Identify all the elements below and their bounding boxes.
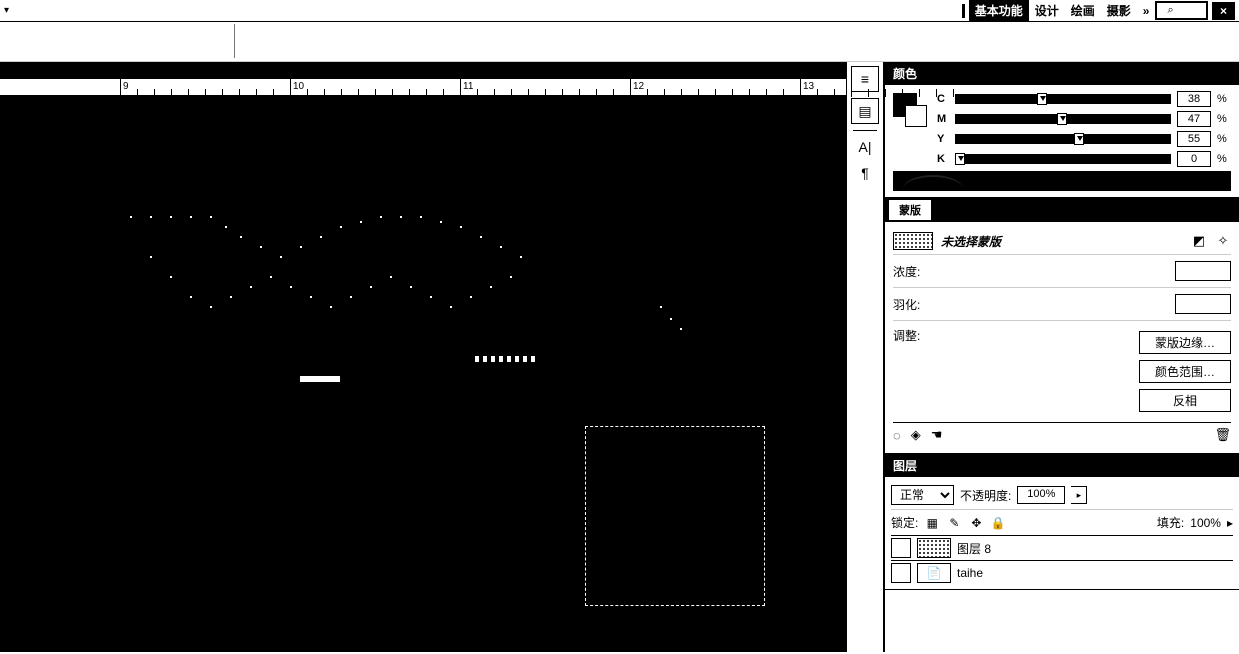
document-tab[interactable]	[0, 62, 846, 78]
channel-label: C	[937, 93, 949, 105]
color-value[interactable]: 0	[1177, 151, 1211, 167]
collapsed-panels: ≡ ▤ A| ¶	[846, 62, 884, 652]
vector-mask-icon[interactable]: ✧	[1215, 233, 1231, 249]
search-box[interactable]: ⌕	[1155, 1, 1208, 20]
color-spectrum[interactable]	[893, 171, 1231, 191]
mask-panel: 未选择蒙版 ◩ ✧ 浓度: 羽化: 调整: 蒙版边缘… 颜色范围… 反相	[885, 222, 1239, 454]
layer-name: 图层 8	[957, 540, 991, 557]
fill-input[interactable]: 100%	[1190, 516, 1221, 530]
mask-status: 未选择蒙版	[941, 233, 1001, 250]
tab-basic[interactable]: 基本功能	[969, 0, 1029, 21]
adjust-label: 调整:	[893, 327, 1139, 344]
opacity-input[interactable]: 100%	[1017, 486, 1065, 504]
lock-transparent-icon[interactable]: ▦	[924, 516, 940, 530]
color-slider[interactable]	[955, 134, 1171, 144]
fill-label: 填充:	[1157, 514, 1184, 531]
lock-move-icon[interactable]: ✥	[968, 516, 984, 530]
workspace-tabs: ▾ 基本功能 设计 绘画 摄影 » ⌕ ×	[0, 0, 1239, 22]
layer-item[interactable]: 📄 taihe	[891, 560, 1233, 585]
mask-thumbnail	[893, 232, 933, 250]
channel-label: M	[937, 113, 949, 125]
ruler-horizontal: 910111213	[0, 78, 846, 96]
visibility-toggle[interactable]	[891, 563, 911, 583]
divider	[234, 24, 235, 58]
color-value[interactable]: 55	[1177, 131, 1211, 147]
mask-delete-icon[interactable]: 🗑	[1214, 427, 1231, 443]
color-slider[interactable]	[955, 114, 1171, 124]
density-label: 浓度:	[893, 263, 1175, 280]
character-panel-icon[interactable]: A|	[851, 137, 879, 157]
background-swatch[interactable]	[905, 105, 927, 127]
canvas[interactable]	[0, 96, 846, 652]
mask-load-icon[interactable]: ◌	[893, 428, 901, 443]
search-icon: ⌕	[1167, 4, 1173, 17]
fill-dropdown[interactable]: ▸	[1227, 516, 1233, 530]
panel-icon-2[interactable]: ▤	[851, 98, 879, 124]
close-button[interactable]: ×	[1212, 2, 1235, 20]
canvas-area: 910111213	[0, 62, 846, 652]
layers-panel-header[interactable]: 图层	[885, 454, 1239, 477]
marquee-selection[interactable]	[585, 426, 765, 606]
color-value[interactable]: 38	[1177, 91, 1211, 107]
tab-paint[interactable]: 绘画	[1065, 0, 1101, 21]
lock-all-icon[interactable]: 🔒	[990, 516, 1006, 530]
color-slider[interactable]	[955, 94, 1171, 104]
options-bar	[0, 22, 1239, 62]
visibility-toggle[interactable]	[891, 538, 911, 558]
blend-mode-select[interactable]: 正常	[891, 485, 954, 505]
color-slider[interactable]	[955, 154, 1171, 164]
mask-tab[interactable]: 蒙版	[889, 200, 931, 220]
feather-input[interactable]	[1175, 294, 1231, 314]
right-panels: 颜色 C38%M47%Y55%K0% 蒙版 未选择蒙版 ◩ ✧	[884, 62, 1239, 652]
layer-thumbnail: 📄	[917, 563, 951, 583]
layers-panel: 正常 不透明度: 100% ▸ 锁定: ▦ ✎ ✥ 🔒 填充: 100% ▸ 图…	[885, 477, 1239, 590]
pixel-mask-icon[interactable]: ◩	[1191, 233, 1207, 249]
tabs-more[interactable]: »	[1137, 4, 1156, 18]
tab-photo[interactable]: 摄影	[1101, 0, 1137, 21]
opacity-label: 不透明度:	[960, 487, 1011, 504]
color-value[interactable]: 47	[1177, 111, 1211, 127]
menu-dropdown-icon[interactable]: ▾	[4, 5, 9, 16]
color-panel-header[interactable]: 颜色	[885, 62, 1239, 85]
invert-button[interactable]: 反相	[1139, 389, 1231, 412]
mask-panel-tabs: 蒙版	[885, 198, 1239, 222]
paint-stroke	[300, 376, 340, 382]
mask-edge-button[interactable]: 蒙版边缘…	[1139, 331, 1231, 354]
tab-design[interactable]: 设计	[1029, 0, 1065, 21]
layer-item[interactable]: 图层 8	[891, 535, 1233, 560]
lock-label: 锁定:	[891, 514, 918, 531]
lock-paint-icon[interactable]: ✎	[946, 516, 962, 530]
channel-label: K	[937, 153, 949, 165]
layer-name: taihe	[957, 566, 983, 580]
panel-icon-1[interactable]: ≡	[851, 66, 879, 92]
paragraph-panel-icon[interactable]: ¶	[851, 163, 879, 183]
mask-apply-icon[interactable]: ◈	[911, 427, 921, 443]
color-range-button[interactable]: 颜色范围…	[1139, 360, 1231, 383]
layer-thumbnail	[917, 538, 951, 558]
opacity-dropdown[interactable]: ▸	[1071, 486, 1087, 504]
mask-disable-icon[interactable]: ☚	[931, 427, 943, 443]
color-panel: C38%M47%Y55%K0%	[885, 85, 1239, 198]
paint-stroke	[475, 356, 535, 362]
color-swatches[interactable]	[893, 93, 927, 127]
density-input[interactable]	[1175, 261, 1231, 281]
channel-label: Y	[937, 133, 949, 145]
feather-label: 羽化:	[893, 296, 1175, 313]
